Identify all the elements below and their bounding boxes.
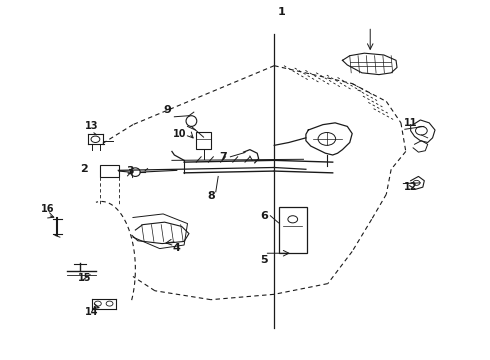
Text: 3: 3 [127, 166, 134, 176]
Bar [279, 207, 307, 253]
Text: 9: 9 [163, 105, 171, 115]
Text: 1: 1 [278, 7, 285, 17]
Bar [196, 132, 211, 149]
Text: 12: 12 [404, 182, 417, 192]
Text: 5: 5 [261, 255, 269, 265]
Bar [100, 165, 119, 177]
Text: 8: 8 [207, 191, 215, 201]
Text: 7: 7 [219, 152, 227, 162]
Text: 10: 10 [172, 129, 186, 139]
Text: 2: 2 [80, 164, 88, 174]
Text: 6: 6 [261, 211, 269, 221]
Text: 4: 4 [173, 243, 181, 253]
Text: 13: 13 [85, 121, 98, 131]
Text: 16: 16 [41, 203, 54, 213]
Text: 15: 15 [77, 273, 91, 283]
Text: 11: 11 [404, 118, 417, 128]
Text: 14: 14 [85, 307, 98, 317]
